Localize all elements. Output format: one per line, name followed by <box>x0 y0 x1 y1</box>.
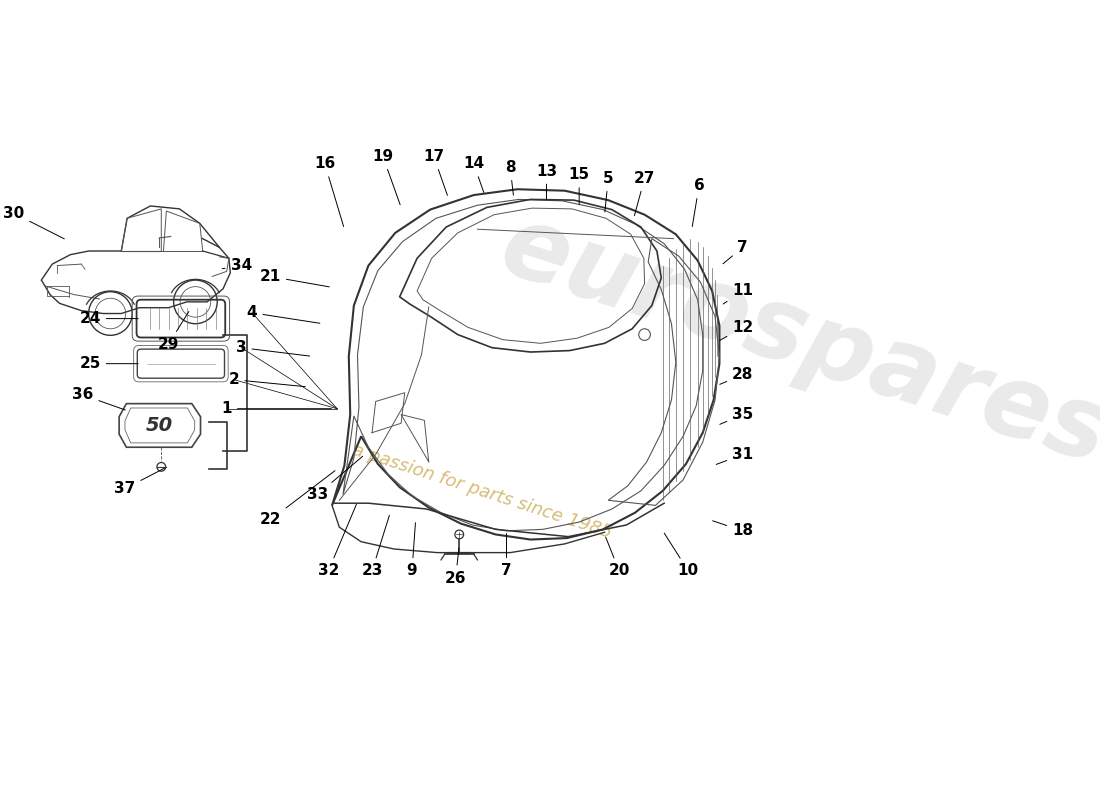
Text: 7: 7 <box>502 534 512 578</box>
Text: 11: 11 <box>723 283 754 304</box>
Text: 30: 30 <box>3 206 64 239</box>
Text: 19: 19 <box>373 149 400 205</box>
Text: 33: 33 <box>307 456 363 502</box>
Text: 36: 36 <box>73 387 125 410</box>
Text: 27: 27 <box>634 171 656 216</box>
Text: 22: 22 <box>260 470 334 527</box>
Text: 3: 3 <box>235 340 310 356</box>
Text: eurospares: eurospares <box>488 198 1100 486</box>
Text: 26: 26 <box>444 548 466 586</box>
Text: 18: 18 <box>713 521 754 538</box>
Text: 35: 35 <box>719 407 754 424</box>
Text: 37: 37 <box>114 468 165 496</box>
Text: 13: 13 <box>536 163 557 199</box>
Text: 6: 6 <box>692 178 704 226</box>
Text: 9: 9 <box>407 522 417 578</box>
Text: 1: 1 <box>221 402 331 416</box>
Text: 31: 31 <box>716 447 754 465</box>
Text: 7: 7 <box>723 240 748 264</box>
Text: 14: 14 <box>463 156 484 193</box>
Text: 10: 10 <box>664 533 698 578</box>
Text: 34: 34 <box>222 258 252 273</box>
Text: 32: 32 <box>318 504 356 578</box>
Text: 15: 15 <box>569 167 590 205</box>
Text: 5: 5 <box>603 171 614 212</box>
Text: 21: 21 <box>260 269 329 287</box>
Text: 4: 4 <box>246 306 320 323</box>
Text: 12: 12 <box>719 320 754 341</box>
Text: 29: 29 <box>158 311 189 351</box>
Text: 23: 23 <box>361 515 389 578</box>
Text: 8: 8 <box>505 160 516 195</box>
Text: 24: 24 <box>79 311 139 326</box>
Text: 2: 2 <box>229 372 306 387</box>
Text: a passion for parts since 1985: a passion for parts since 1985 <box>350 441 615 542</box>
Text: 28: 28 <box>719 367 754 384</box>
Text: 16: 16 <box>315 156 343 226</box>
Text: 20: 20 <box>606 537 630 578</box>
Text: 17: 17 <box>424 149 448 195</box>
Text: 25: 25 <box>79 356 139 371</box>
Text: 50: 50 <box>146 416 174 435</box>
